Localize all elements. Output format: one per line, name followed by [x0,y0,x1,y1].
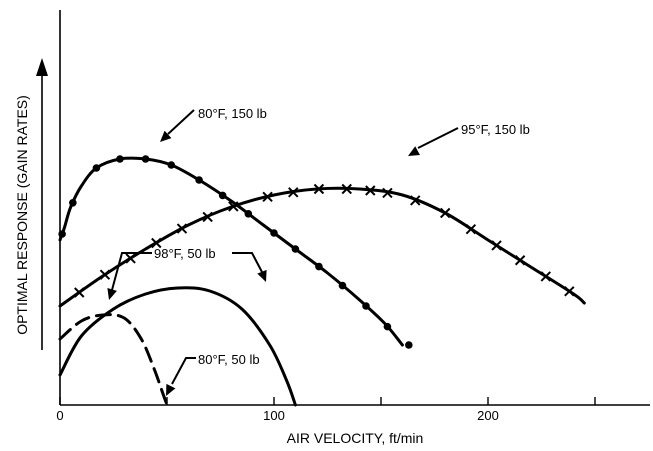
leader-95f-150lb [417,127,459,149]
x-marker-1-12 [382,187,393,199]
label-98f-50lb: 98°F, 50 lb [154,246,216,261]
label-80f-50lb: 80°F, 50 lb [198,352,260,367]
x-marker-1-15 [465,223,477,235]
x-marker-1-3 [151,237,162,249]
dot-marker-0-9 [270,229,278,237]
y-axis-label: OPTIMAL RESPONSE (GAIN RATES) [14,95,30,335]
leader-80f-150lb [167,109,195,135]
label-80f-150lb: 80°F, 150 lb [198,106,267,121]
dot-marker-0-11 [315,262,323,271]
x-marker-1-7 [262,191,273,203]
x-tick-label-200: 200 [477,408,499,423]
series-line-1 [58,186,586,308]
x-marker-1-16 [491,240,502,251]
dot-marker-0-12 [338,281,347,290]
arrowhead-98f-50lb-left [107,288,117,300]
x-ticks: 0 100 200 [56,397,596,423]
annotation-arrows [107,109,459,396]
dot-marker-0-10 [291,245,300,253]
axes [36,10,650,406]
dot-marker-0-2 [92,164,101,172]
x-axis-label: AIR VELOCITY, ft/min [287,430,424,446]
x-marker-1-17 [514,255,526,266]
y-arrow-head [36,58,48,76]
arrowhead-95f-150lb [408,146,420,156]
x-marker-1-13 [410,195,421,206]
dot-marker-0-8 [244,210,253,218]
series-line-3 [58,313,169,407]
curves [58,156,586,407]
x-marker-1-11 [365,185,376,196]
dot-marker-0-0 [58,230,66,238]
dot-marker-0-14 [383,322,392,331]
dot-marker-0-6 [195,176,203,184]
x-marker-1-5 [202,211,213,223]
annotations: 80°F, 150 lb 95°F, 150 lb 98°F, 50 lb 80… [154,106,530,367]
x-marker-1-14 [439,207,451,219]
arrowhead-98f-50lb-right [257,269,267,282]
label-95f-150lb: 95°F, 150 lb [461,122,530,137]
dot-marker-0-4 [141,155,150,163]
x-marker-1-4 [176,223,188,234]
series-line-2 [58,286,297,407]
x-tick-label-0: 0 [56,408,63,423]
x-marker-1-1 [99,269,111,280]
arrowhead-80f-50lb [166,383,176,396]
x-marker-1-19 [564,286,575,297]
x-marker-1-8 [288,187,299,198]
x-marker-1-9 [313,183,325,195]
x-marker-1-10 [341,183,352,195]
dot-marker-0-15 [405,341,413,349]
x-tick-label-100: 100 [263,408,285,423]
dot-marker-0-3 [116,155,124,163]
markers [58,155,575,349]
x-marker-1-2 [125,253,136,264]
dot-marker-0-5 [167,161,176,169]
x-marker-1-0 [74,287,85,298]
leader-98f-50lb-right [232,252,263,273]
dot-marker-0-7 [218,191,227,200]
x-marker-1-18 [540,271,551,282]
dot-marker-0-13 [362,302,370,310]
x-marker-1-6 [228,201,239,212]
leader-98f-50lb-left [111,252,152,291]
dot-marker-0-1 [69,199,77,207]
leader-80f-50lb [171,357,196,385]
arrowhead-80f-150lb [160,130,172,142]
